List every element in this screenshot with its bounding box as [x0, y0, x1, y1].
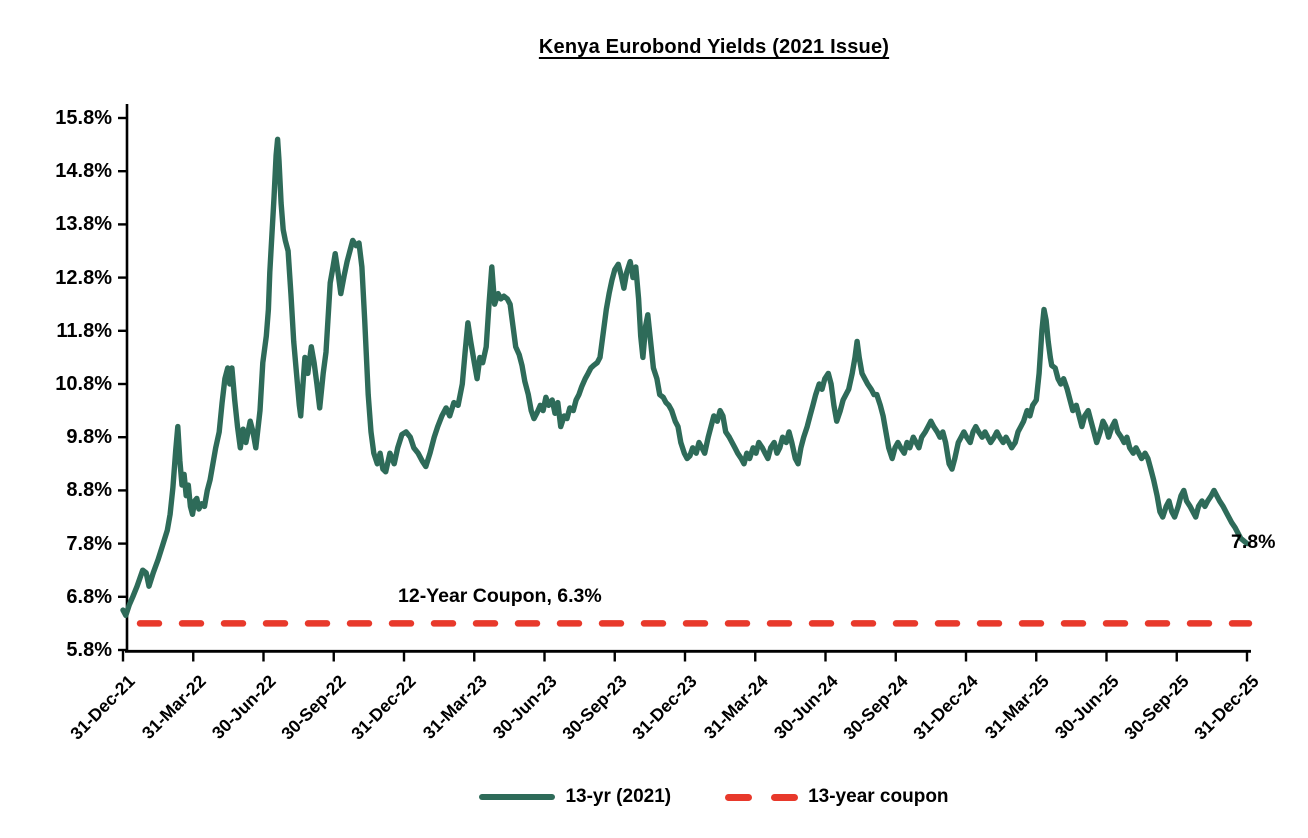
y-axis-tick-label: 8.8%: [66, 479, 112, 502]
coupon-annotation: 12-Year Coupon, 6.3%: [398, 585, 602, 607]
series-end-value-label: 7.8%: [1231, 531, 1276, 553]
chart-title-wrap: Kenya Eurobond Yields (2021 Issue): [130, 36, 1298, 59]
legend: 13-yr (2021) 13-year coupon: [130, 786, 1298, 808]
legend-item-coupon: 13-year coupon: [725, 786, 949, 808]
y-axis-tick-label: 10.8%: [55, 373, 112, 395]
legend-label-series: 13-yr (2021): [565, 786, 672, 807]
y-axis-tick-label: 6.8%: [66, 585, 112, 608]
y-axis-tick-label: 9.8%: [66, 426, 112, 449]
chart-title: Kenya Eurobond Yields (2021 Issue): [538, 36, 890, 58]
legend-label-coupon: 13-year coupon: [808, 786, 949, 807]
y-axis-tick-label: 7.8%: [66, 532, 112, 555]
coupon-dashed-swatch: [725, 793, 799, 801]
y-axis-tick-label: 12.8%: [55, 266, 112, 289]
y-axis-tick-label: 5.8%: [66, 639, 112, 661]
yield-series-line: [120, 136, 1250, 619]
y-axis-tick-label: 11.8%: [56, 319, 112, 342]
series-line-swatch: [479, 794, 556, 800]
y-axis-tick-label: 14.8%: [55, 160, 112, 183]
y-axis-tick-label: 15.8%: [55, 107, 112, 129]
y-axis-tick-label: 13.8%: [55, 213, 112, 236]
legend-item-series: 13-yr (2021): [479, 786, 671, 808]
